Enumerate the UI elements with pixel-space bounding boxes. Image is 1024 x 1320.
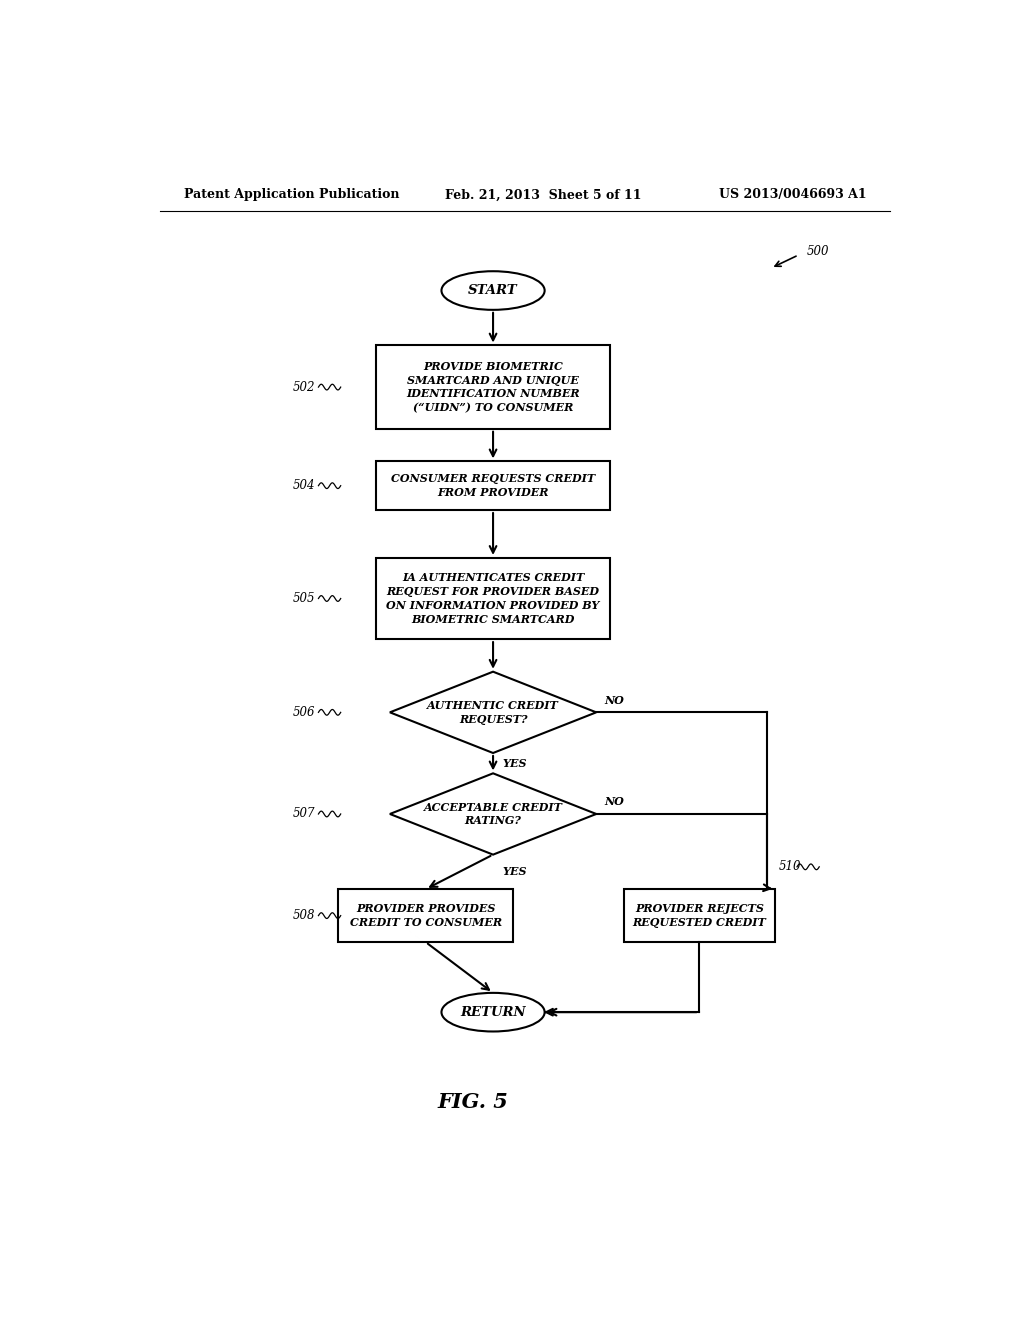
Text: 500: 500 <box>807 246 829 259</box>
Text: PROVIDE BIOMETRIC
SMARTCARD AND UNIQUE
IDENTIFICATION NUMBER
(“UIDN”) TO CONSUME: PROVIDE BIOMETRIC SMARTCARD AND UNIQUE I… <box>407 362 580 413</box>
Text: START: START <box>468 284 518 297</box>
Text: 504: 504 <box>293 479 315 492</box>
Text: RETURN: RETURN <box>460 1006 526 1019</box>
Text: ACCEPTABLE CREDIT
RATING?: ACCEPTABLE CREDIT RATING? <box>424 801 562 826</box>
Text: AUTHENTIC CREDIT
REQUEST?: AUTHENTIC CREDIT REQUEST? <box>427 700 559 725</box>
Text: 508: 508 <box>293 909 315 923</box>
Text: 510: 510 <box>778 861 801 874</box>
Text: 506: 506 <box>293 706 315 719</box>
Text: PROVIDER PROVIDES
CREDIT TO CONSUMER: PROVIDER PROVIDES CREDIT TO CONSUMER <box>349 903 502 928</box>
Text: CONSUMER REQUESTS CREDIT
FROM PROVIDER: CONSUMER REQUESTS CREDIT FROM PROVIDER <box>391 474 595 498</box>
Text: Patent Application Publication: Patent Application Publication <box>183 189 399 202</box>
Text: 505: 505 <box>293 591 315 605</box>
Text: US 2013/0046693 A1: US 2013/0046693 A1 <box>719 189 867 202</box>
Text: PROVIDER REJECTS
REQUESTED CREDIT: PROVIDER REJECTS REQUESTED CREDIT <box>633 903 766 928</box>
Text: NO: NO <box>604 796 624 808</box>
Text: FIG. 5: FIG. 5 <box>438 1092 509 1111</box>
Text: Feb. 21, 2013  Sheet 5 of 11: Feb. 21, 2013 Sheet 5 of 11 <box>445 189 642 202</box>
Text: IA AUTHENTICATES CREDIT
REQUEST FOR PROVIDER BASED
ON INFORMATION PROVIDED BY
BI: IA AUTHENTICATES CREDIT REQUEST FOR PROV… <box>386 573 600 624</box>
Text: NO: NO <box>604 694 624 706</box>
Text: 507: 507 <box>293 808 315 821</box>
Text: YES: YES <box>503 866 527 878</box>
Text: 502: 502 <box>293 380 315 393</box>
Text: YES: YES <box>503 758 527 768</box>
